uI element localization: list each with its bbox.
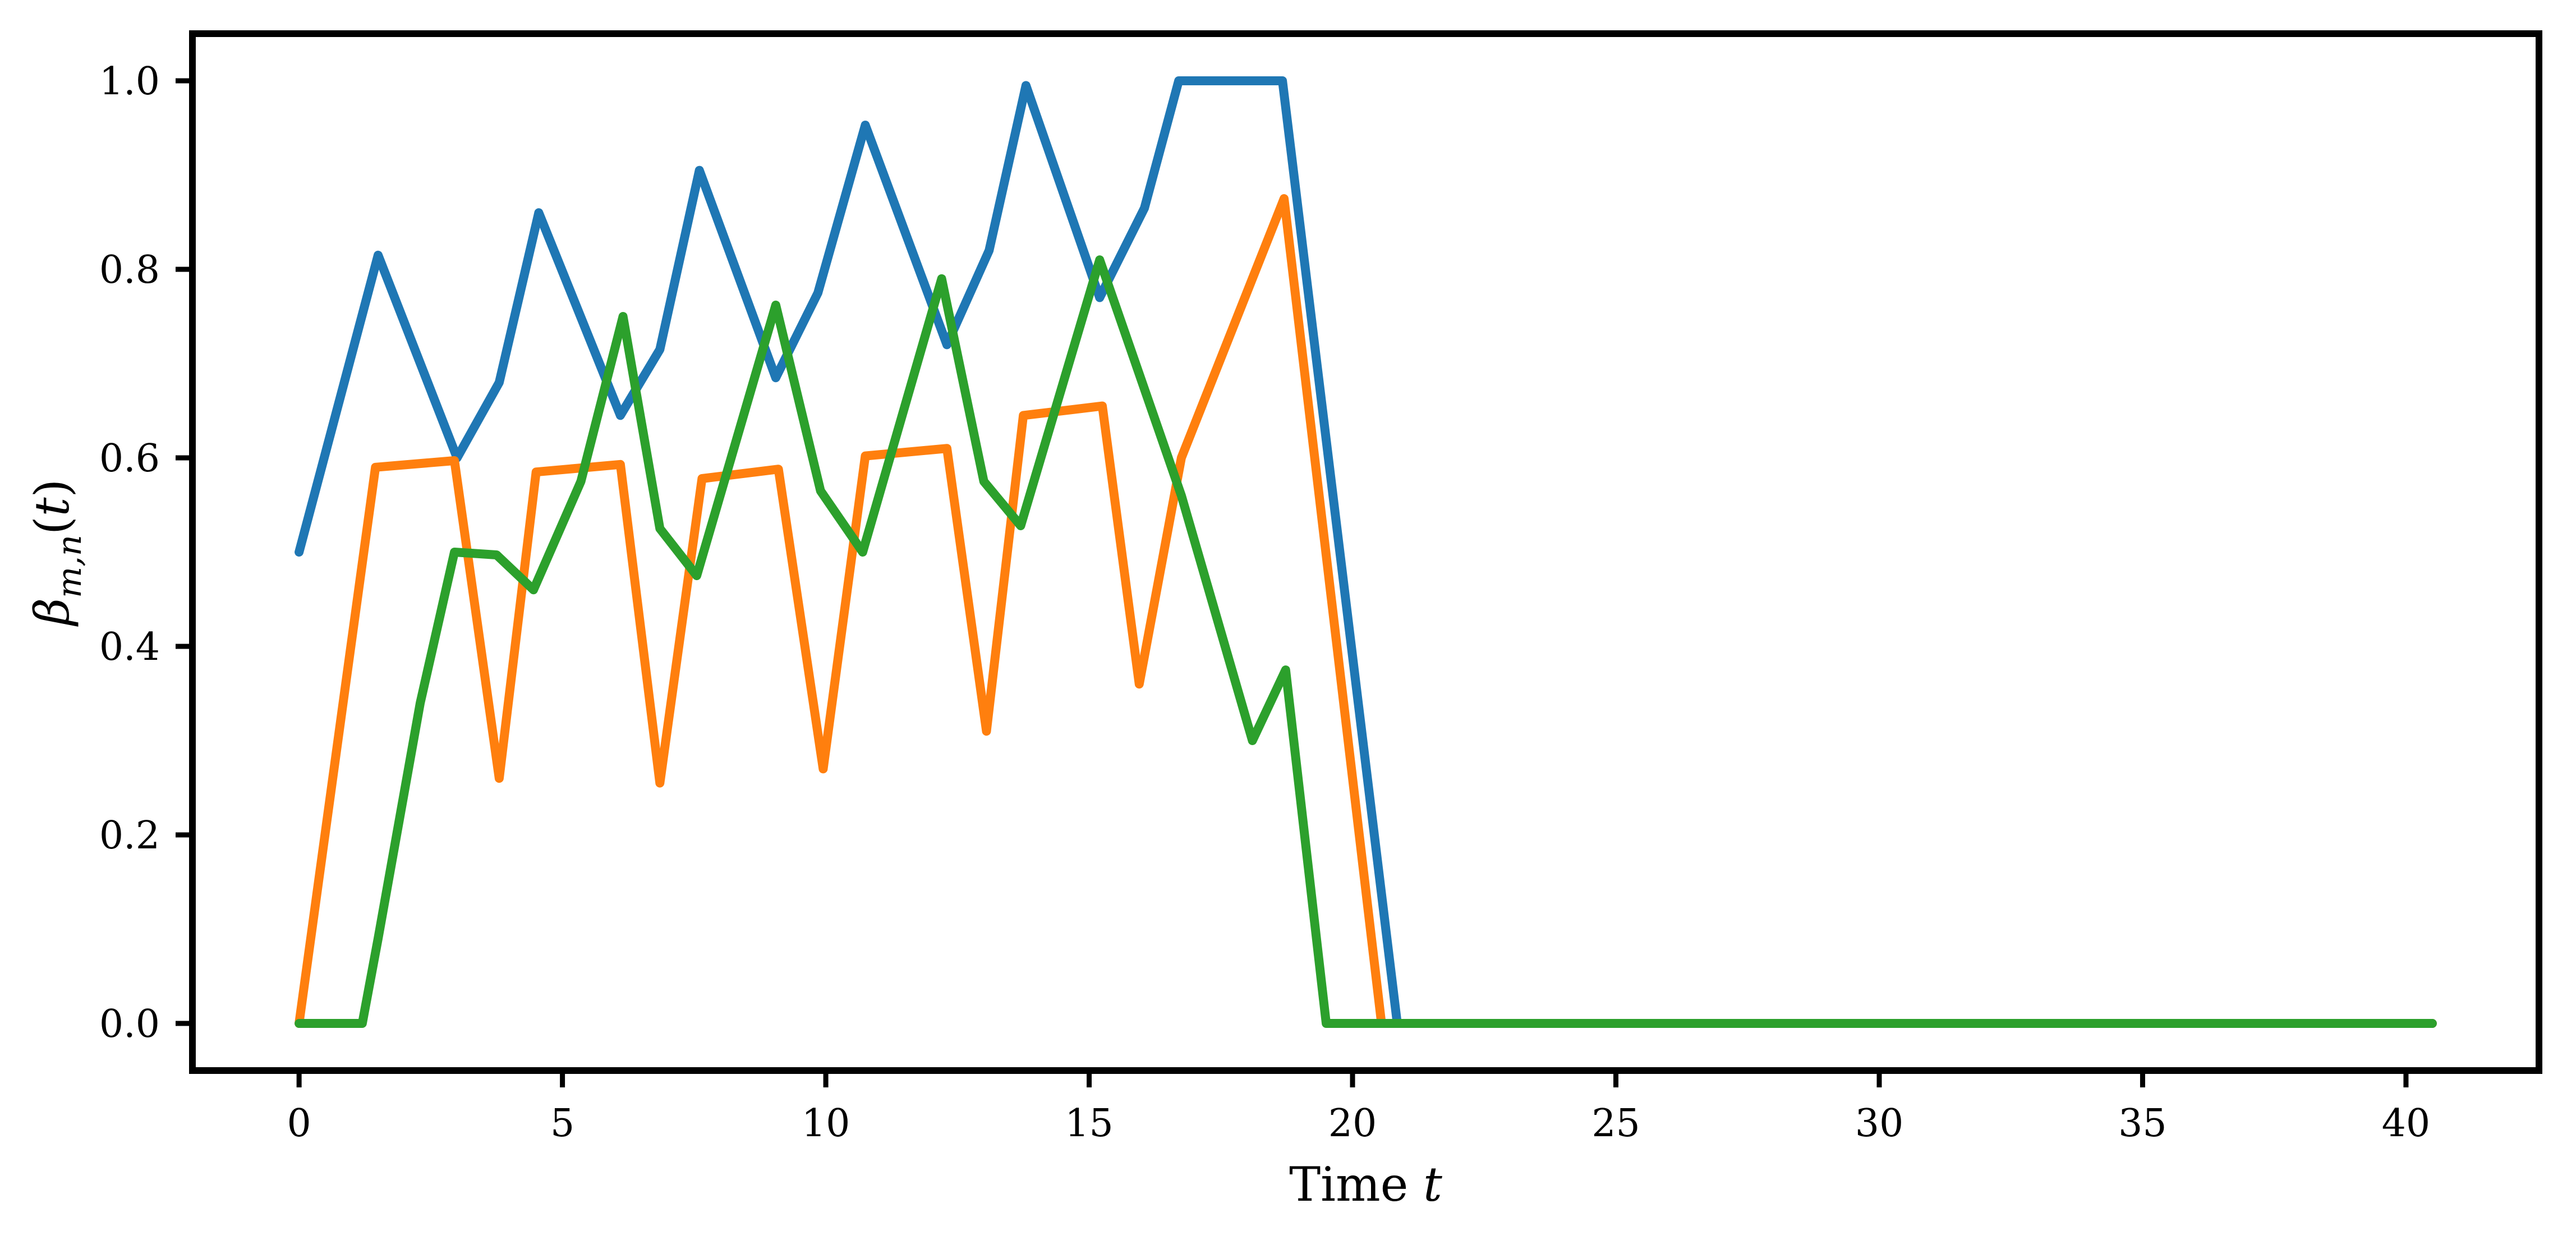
y-tick-label: 0.0 [99, 1002, 160, 1046]
plot-lines [295, 76, 2437, 1028]
x-tick-label: 10 [802, 1101, 850, 1146]
x-axis-label: Time t [1289, 1157, 1442, 1212]
y-tick-label: 1.0 [99, 59, 160, 104]
y-tick-label: 0.2 [99, 814, 160, 858]
y-axis: 0.0 0.2 0.4 0.6 0.8 1.0 [99, 59, 192, 1046]
x-axis: 0 5 10 15 20 25 30 35 40 [287, 1071, 2431, 1146]
y-axis-label: βm,n(t) [25, 479, 89, 627]
y-tick-label: 0.8 [99, 248, 160, 292]
line-series-1-blue [295, 76, 2437, 1028]
x-tick-label: 5 [550, 1101, 574, 1146]
axes-spines [189, 30, 2542, 1074]
x-tick-label: 30 [1855, 1101, 1904, 1146]
x-tick-label: 35 [2118, 1101, 2167, 1146]
x-tick-label: 20 [1328, 1101, 1377, 1146]
line-series-2-orange [295, 194, 2437, 1028]
y-tick-label: 0.4 [99, 625, 160, 669]
x-tick-label: 0 [287, 1101, 311, 1146]
x-tick-label: 15 [1065, 1101, 1114, 1146]
x-tick-label: 25 [1591, 1101, 1640, 1146]
x-tick-label: 40 [2382, 1101, 2431, 1146]
y-tick-label: 0.6 [99, 437, 160, 481]
line-series-3-green [295, 255, 2437, 1028]
